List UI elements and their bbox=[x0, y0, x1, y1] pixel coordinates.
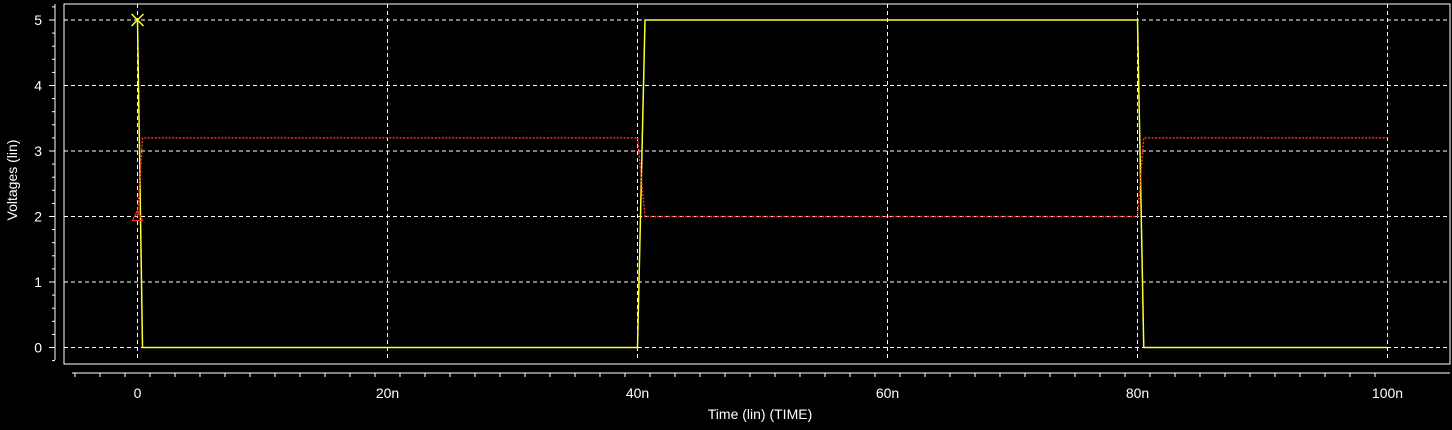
series-line-1 bbox=[136, 19, 1388, 349]
y-tick-label: 0 bbox=[34, 340, 42, 356]
plot-area bbox=[63, 3, 1451, 365]
y-tick-label: 4 bbox=[34, 78, 42, 94]
y-tick-label: 2 bbox=[34, 209, 42, 225]
tick-labels: 0 1 2 3 4 5 0 20n 40n 60n 80n 100n bbox=[34, 12, 1403, 401]
x-tick-label: 80n bbox=[1126, 385, 1149, 401]
x-tick-label: 0 bbox=[134, 385, 142, 401]
series-line-2 bbox=[136, 137, 1388, 218]
axes bbox=[49, 4, 1450, 377]
y-tick-label: 5 bbox=[34, 12, 42, 28]
series-marker-1 bbox=[130, 13, 145, 27]
x-tick-label: 40n bbox=[626, 385, 649, 401]
series-layer bbox=[130, 13, 1388, 349]
y-axis-title: Voltages (lin) bbox=[4, 140, 20, 221]
x-tick-label: 20n bbox=[376, 385, 399, 401]
series-marker-2 bbox=[131, 209, 144, 222]
y-tick-label: 3 bbox=[34, 143, 42, 159]
x-axis-title: Time (lin) (TIME) bbox=[708, 406, 812, 422]
x-tick-label: 100n bbox=[1372, 385, 1403, 401]
y-tick-label: 1 bbox=[34, 274, 42, 290]
x-tick-label: 60n bbox=[876, 385, 899, 401]
